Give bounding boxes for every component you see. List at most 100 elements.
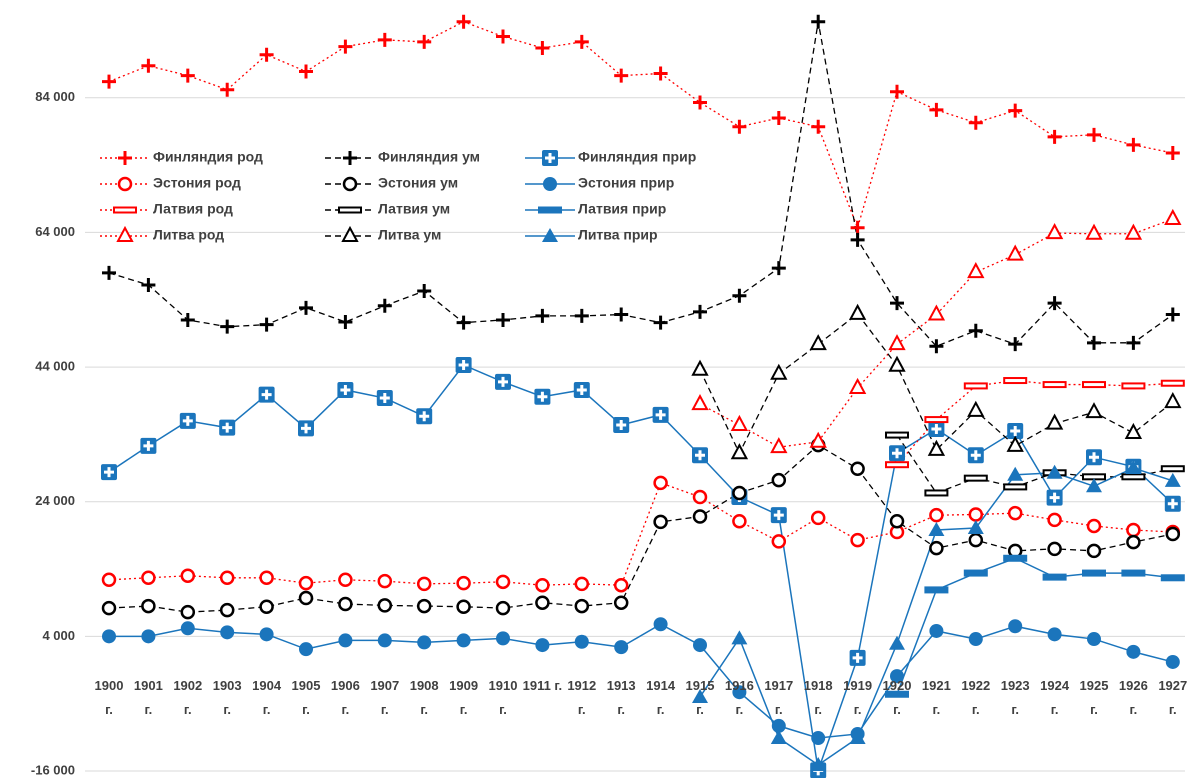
- marker: [929, 507, 944, 523]
- marker: [848, 303, 867, 320]
- legend-entry: Латвия прир: [525, 201, 666, 217]
- marker-part: [613, 577, 629, 593]
- marker-part: [1160, 574, 1185, 582]
- x-tick-label: 1911 г.: [522, 678, 563, 693]
- marker-part: [456, 14, 471, 29]
- marker: [968, 507, 984, 522]
- marker-part: [1086, 478, 1102, 493]
- marker-part: [1124, 223, 1143, 240]
- legend-label: Литва прир: [578, 227, 658, 243]
- marker: [543, 177, 557, 191]
- marker-part: [771, 261, 786, 276]
- marker-part: [535, 595, 550, 610]
- marker-part: [379, 393, 390, 404]
- marker-part: [417, 635, 432, 650]
- marker: [542, 150, 558, 166]
- marker-part: [691, 393, 709, 411]
- marker: [692, 509, 708, 524]
- marker: [298, 590, 314, 606]
- marker-part: [1047, 512, 1062, 528]
- marker: [889, 445, 905, 462]
- marker-part: [889, 513, 905, 529]
- marker: [298, 420, 314, 437]
- marker-part: [770, 437, 788, 454]
- marker-part: [811, 14, 826, 29]
- marker: [417, 34, 432, 49]
- marker-part: [885, 690, 909, 698]
- marker-part: [963, 474, 988, 482]
- marker-part: [924, 586, 949, 594]
- marker-part: [1089, 452, 1099, 463]
- marker-part: [456, 599, 471, 614]
- marker-part: [970, 450, 981, 461]
- marker-part: [496, 631, 510, 646]
- marker-part: [338, 314, 353, 329]
- legend-label: Литва ум: [378, 227, 441, 243]
- marker: [771, 110, 786, 125]
- marker-part: [416, 598, 432, 614]
- x-tick-label: 1922 г.: [961, 678, 991, 717]
- marker-part: [219, 602, 235, 618]
- marker-part: [377, 32, 392, 47]
- marker-part: [342, 176, 358, 192]
- marker-part: [180, 312, 195, 327]
- marker-part: [338, 633, 353, 648]
- marker-part: [1042, 381, 1067, 389]
- marker: [1008, 103, 1023, 118]
- marker: [377, 633, 392, 648]
- marker: [1126, 137, 1141, 152]
- marker-part: [102, 265, 116, 280]
- marker-part: [1047, 541, 1062, 557]
- marker-part: [692, 509, 708, 524]
- marker-part: [732, 288, 747, 303]
- marker: [1164, 472, 1181, 487]
- x-tick-label: 1901 г.: [133, 678, 163, 717]
- marker: [259, 570, 274, 586]
- marker-part: [852, 652, 863, 663]
- marker: [1087, 127, 1101, 142]
- marker-part: [141, 598, 156, 614]
- marker: [299, 642, 313, 657]
- marker-part: [1047, 129, 1062, 144]
- marker: [967, 519, 984, 534]
- marker-part: [693, 95, 707, 110]
- marker: [730, 414, 749, 431]
- marker: [1164, 495, 1181, 512]
- marker-part: [1126, 644, 1141, 659]
- marker: [574, 576, 590, 592]
- marker-part: [116, 225, 134, 242]
- marker-part: [1167, 498, 1178, 509]
- marker: [259, 599, 274, 614]
- marker: [1126, 522, 1141, 538]
- marker: [1121, 569, 1146, 577]
- marker: [343, 151, 357, 165]
- marker: [1008, 619, 1023, 634]
- marker: [102, 629, 116, 644]
- marker: [1087, 335, 1101, 350]
- marker: [693, 95, 707, 110]
- marker: [731, 630, 748, 645]
- marker: [220, 82, 235, 97]
- marker-part: [1121, 382, 1146, 390]
- marker-part: [141, 629, 156, 644]
- x-tick-label: 1906 г.: [330, 678, 360, 717]
- marker: [732, 513, 747, 529]
- marker: [732, 119, 747, 134]
- marker: [929, 623, 944, 638]
- marker: [967, 400, 985, 417]
- marker-part: [1042, 573, 1067, 581]
- marker-part: [456, 575, 471, 591]
- marker: [456, 14, 471, 29]
- marker-part: [1082, 381, 1106, 389]
- marker: [116, 225, 134, 242]
- marker: [377, 598, 393, 613]
- marker: [653, 66, 668, 81]
- marker: [885, 431, 909, 439]
- marker-part: [1086, 518, 1102, 534]
- marker-part: [219, 570, 235, 586]
- marker: [1047, 512, 1062, 528]
- x-tick-label: 1927 г.: [1158, 678, 1187, 717]
- marker: [573, 381, 590, 398]
- marker-part: [850, 220, 865, 235]
- marker: [811, 731, 826, 746]
